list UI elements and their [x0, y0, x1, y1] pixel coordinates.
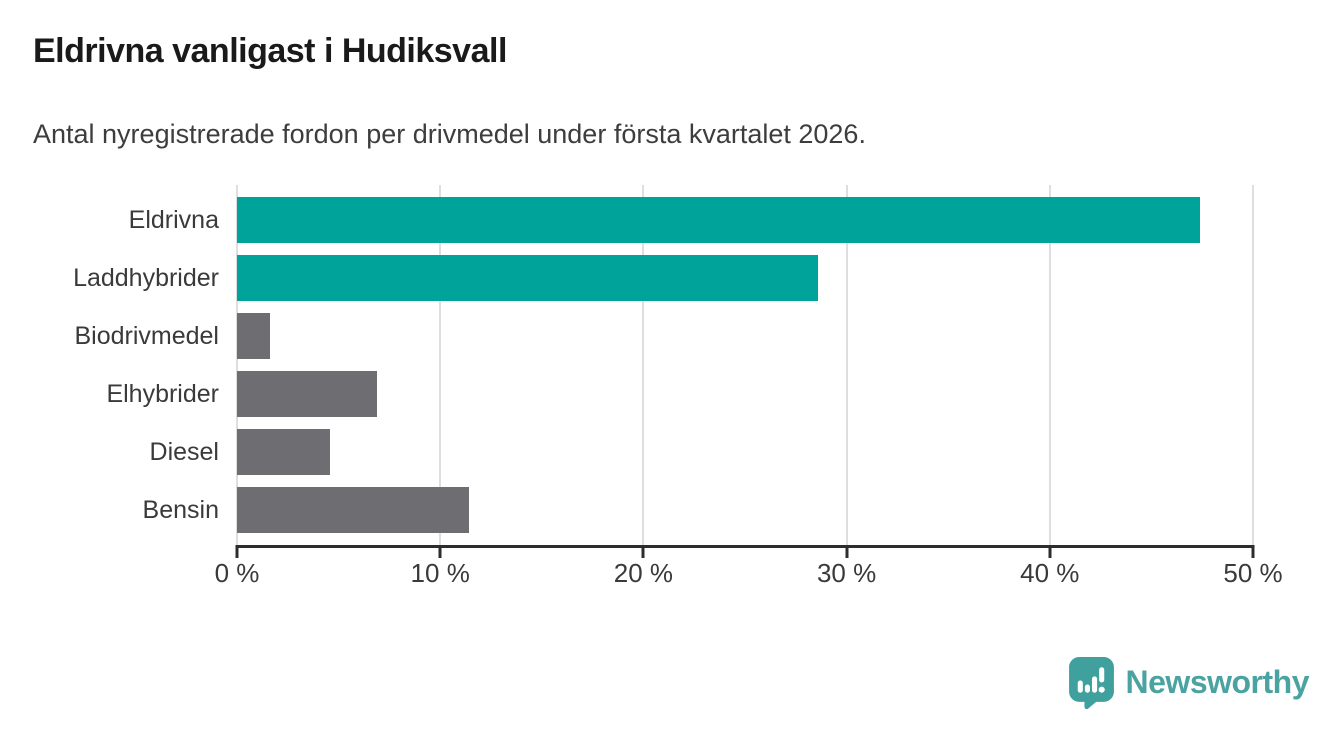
bar-row: Eldrivna: [129, 185, 1253, 243]
axis-tick-label: 40 %: [1020, 558, 1080, 588]
category-label: Eldrivna: [128, 205, 219, 234]
axis-tick: [1048, 545, 1052, 558]
gridline: [236, 185, 238, 545]
bar: [237, 313, 270, 359]
newsworthy-bubble-chart-icon: [1068, 657, 1114, 709]
bar-row: Laddhybrider: [73, 243, 1253, 301]
axis-tick: [845, 545, 849, 558]
axis-tick-label: 20 %: [613, 558, 674, 588]
axis-tick-label: 50 %: [1223, 558, 1283, 588]
bar: [237, 197, 1201, 243]
gridline: [845, 185, 848, 545]
axis-tick: [235, 545, 239, 558]
bar-row: Biodrivmedel: [74, 301, 1253, 359]
bar-row: Diesel: [150, 417, 1253, 475]
bar: [237, 371, 378, 417]
axis-tick: [641, 545, 645, 558]
bar: [237, 255, 819, 301]
axis-tick-label: 30 %: [816, 558, 877, 588]
gridline: [642, 185, 645, 545]
bar: [237, 429, 331, 475]
bar-chart-plot: Eldrivna Laddhybrider Biodrivmedel Elhybrid…: [73, 185, 1283, 588]
category-label: Laddhybrider: [73, 263, 219, 292]
category-label: Diesel: [149, 437, 219, 466]
category-label: Biodrivmedel: [74, 321, 219, 350]
chart-subtitle: Antal nyregistrerade fordon per drivmede…: [33, 119, 866, 149]
bar: [237, 487, 469, 533]
x-axis-line: [237, 545, 1253, 548]
bar-row: Elhybrider: [106, 359, 1253, 417]
category-label: Elhybrider: [106, 379, 219, 408]
axis-tick: [438, 545, 442, 558]
brand-name: Newsworthy: [1125, 664, 1310, 700]
category-label: Bensin: [142, 495, 219, 524]
gridline: [1252, 185, 1254, 545]
gridline: [1048, 185, 1051, 545]
axis-tick: [1251, 545, 1255, 558]
newsworthy-logo: Newsworthy: [1068, 656, 1310, 709]
axis-tick-label: 10 %: [410, 558, 470, 588]
bar-row: Bensin: [143, 475, 1253, 533]
chart-title: Eldrivna vanligast i Hudiksvall: [33, 32, 507, 70]
gridline: [439, 185, 442, 545]
axis-tick-label: 0 %: [214, 558, 260, 588]
